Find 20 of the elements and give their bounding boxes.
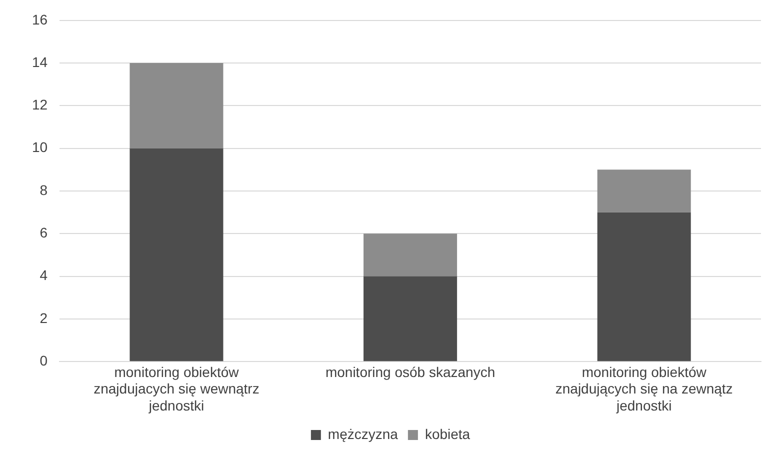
y-tick-label: 6 [40,224,48,241]
bar [364,276,458,362]
legend-label: kobieta [424,426,470,442]
y-tick-label: 14 [32,54,48,70]
y-tick-label: 16 [32,11,48,28]
bar [364,234,458,276]
bar [597,170,691,212]
x-tick-label: monitoring obiektów znajdujących się na zewnątz jednostki [555,364,733,414]
bar [130,63,224,148]
y-tick-label: 2 [40,310,48,326]
legend-label: mężczyzna [328,426,398,442]
y-tick-label: 4 [40,267,48,284]
y-tick-label: 8 [40,182,48,198]
y-tick-label: 0 [40,352,48,368]
x-tick-label: monitoring osób skazanych [325,364,496,380]
y-tick-label: 12 [32,96,48,113]
y-tick-label: 10 [32,139,48,156]
bar [597,212,691,362]
x-tick-label: monitoring obiektów znajdujacych się wewnątrz jednostki [94,364,260,414]
bar [130,148,224,362]
